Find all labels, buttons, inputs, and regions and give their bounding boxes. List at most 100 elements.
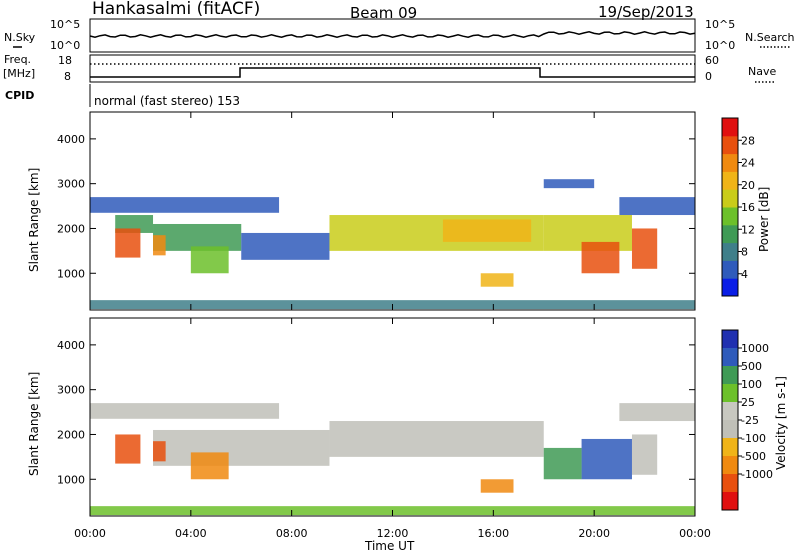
velocity-colorbar-tick-label: 1000 bbox=[741, 342, 769, 355]
freq-panel: Freq. [MHz] 18 8 60 0 Nave bbox=[3, 53, 776, 83]
power-colorbar-tick-label: 28 bbox=[741, 134, 755, 147]
power-colorbar-segment bbox=[722, 153, 738, 172]
power-region-11 bbox=[581, 241, 620, 274]
power-colorbar-segment bbox=[722, 242, 738, 261]
velocity-region-8 bbox=[543, 447, 582, 480]
freq-tick-low: 8 bbox=[64, 70, 71, 83]
velocity-colorbar-tick-label: 100 bbox=[741, 378, 762, 391]
freq-label-2: [MHz] bbox=[3, 67, 35, 80]
velocity-colorbar-tick-label: -500 bbox=[741, 450, 766, 463]
velocity-colorbar-segment bbox=[722, 366, 738, 385]
power-panel: 4000 3000 2000 1000 Slant Range [km] bbox=[27, 111, 696, 311]
noise-left-tick-low: 10^0 bbox=[50, 39, 80, 52]
velocity-colorbar-tick-label: 500 bbox=[741, 360, 762, 373]
velocity-region-9 bbox=[631, 434, 658, 475]
power-region-8 bbox=[190, 246, 229, 274]
nave-tick-high: 60 bbox=[705, 54, 719, 67]
velocity-region-5 bbox=[190, 452, 229, 480]
x-tick-label: 12:00 bbox=[377, 527, 409, 540]
velocity-colorbar-tick-label: -1000 bbox=[741, 468, 773, 481]
power-region-3 bbox=[241, 232, 330, 260]
velocity-colorbar-segment bbox=[722, 420, 738, 439]
velocity-colorbar-segment bbox=[722, 492, 738, 511]
power-colorbar-tick-label: 24 bbox=[741, 157, 755, 170]
y-tick-label: 1000 bbox=[57, 267, 85, 280]
x-tick-label: 20:00 bbox=[578, 527, 610, 540]
noise-right-tick-low: 10^0 bbox=[705, 39, 735, 52]
power-colorbar: 28 24 20 16 12 8 4 bbox=[721, 117, 755, 297]
velocity-region-7 bbox=[581, 438, 632, 480]
x-tick-label: 16:00 bbox=[477, 527, 509, 540]
y-tick-label: 4000 bbox=[57, 133, 85, 146]
power-region-15 bbox=[543, 179, 595, 189]
power-colorbar-tick-label: 20 bbox=[741, 179, 755, 192]
power-y-ticks: 4000 3000 2000 1000 bbox=[57, 133, 695, 280]
velocity-colorbar-label: Velocity [m s-1] bbox=[774, 376, 788, 470]
freq-line bbox=[90, 67, 695, 78]
power-colorbar-segment bbox=[722, 171, 738, 190]
power-colorbar-tick-label: 16 bbox=[741, 201, 755, 214]
power-colorbar-segment bbox=[722, 278, 738, 297]
noise-panel: N.Sky 10^5 10^0 10^5 10^0 N.Search bbox=[4, 18, 795, 53]
y-tick-label: 4000 bbox=[57, 339, 85, 352]
velocity-region-6 bbox=[480, 479, 514, 493]
velocity-colorbar-segment bbox=[722, 330, 738, 349]
power-y-label: Slant Range [km] bbox=[27, 168, 41, 272]
power-region-9 bbox=[480, 273, 514, 287]
power-colorbar-segment bbox=[722, 260, 738, 279]
power-colorbar-segment bbox=[722, 189, 738, 208]
power-colorbar-segment bbox=[722, 118, 738, 137]
velocity-colorbar-segment bbox=[722, 348, 738, 367]
power-region-2 bbox=[153, 223, 242, 251]
velocity-colorbar: 1000 500 100 25 -25 -100 -500 -1000 bbox=[721, 329, 773, 511]
cpid-row: CPID normal (fast stereo) 153 bbox=[5, 84, 240, 108]
x-tick-label: 08:00 bbox=[276, 527, 308, 540]
noise-right-tick-high: 10^5 bbox=[705, 18, 735, 31]
freq-label-1: Freq. bbox=[4, 53, 31, 66]
noise-left-tick-high: 10^5 bbox=[50, 18, 80, 31]
velocity-region-0 bbox=[90, 403, 280, 419]
date-title: 19/Sep/2013 bbox=[598, 3, 694, 21]
power-region-6 bbox=[115, 228, 141, 258]
velocity-y-ticks: 4000 3000 2000 1000 bbox=[57, 339, 695, 486]
y-tick-label: 3000 bbox=[57, 384, 85, 397]
x-axis-ticks: 00:00 04:00 08:00 12:00 16:00 20:00 00:00 bbox=[74, 112, 711, 540]
freq-tick-high: 18 bbox=[58, 54, 72, 67]
velocity-colorbar-segment bbox=[722, 402, 738, 421]
cpid-text: normal (fast stereo) 153 bbox=[94, 94, 240, 108]
velocity-region-10 bbox=[619, 403, 695, 422]
power-colorbar-tick-label: 12 bbox=[741, 223, 755, 236]
nave-label: Nave bbox=[748, 65, 776, 78]
velocity-colorbar-segment bbox=[722, 456, 738, 475]
power-colorbar-segment bbox=[722, 224, 738, 244]
nave-tick-low: 0 bbox=[705, 70, 712, 83]
power-colorbar-tick-label: 4 bbox=[741, 268, 748, 281]
x-axis-label: Time UT bbox=[364, 539, 415, 553]
velocity-colorbar-tick-label: -25 bbox=[741, 414, 759, 427]
velocity-colorbar-segment bbox=[722, 438, 738, 457]
power-colorbar-segment bbox=[722, 135, 738, 155]
noise-sky-label: N.Sky bbox=[4, 31, 36, 44]
power-region-0 bbox=[90, 197, 280, 213]
velocity-region-1 bbox=[153, 429, 330, 466]
power-region-13 bbox=[619, 197, 695, 216]
noise-sky-line bbox=[89, 31, 696, 38]
beam-title: Beam 09 bbox=[350, 4, 417, 22]
station-title: Hankasalmi (fitACF) bbox=[92, 0, 260, 19]
velocity-y-label: Slant Range [km] bbox=[27, 372, 41, 476]
velocity-colorbar-segment bbox=[722, 474, 738, 493]
velocity-colorbar-tick-label: 25 bbox=[741, 396, 755, 409]
power-region-12 bbox=[631, 228, 658, 269]
power-colorbar-label: Power [dB] bbox=[757, 187, 771, 252]
x-tick-label: 00:00 bbox=[74, 527, 106, 540]
velocity-panel: 4000 3000 2000 1000 Slant Range [km] bbox=[27, 317, 696, 517]
y-tick-label: 3000 bbox=[57, 178, 85, 191]
y-tick-label: 1000 bbox=[57, 473, 85, 486]
velocity-colorbar-segment bbox=[722, 384, 738, 403]
velocity-colorbar-tick-label: -100 bbox=[741, 432, 766, 445]
y-tick-label: 2000 bbox=[57, 428, 85, 441]
noise-search-label: N.Search bbox=[745, 31, 795, 44]
power-region-5 bbox=[442, 219, 532, 242]
x-tick-label: 00:00 bbox=[679, 527, 711, 540]
